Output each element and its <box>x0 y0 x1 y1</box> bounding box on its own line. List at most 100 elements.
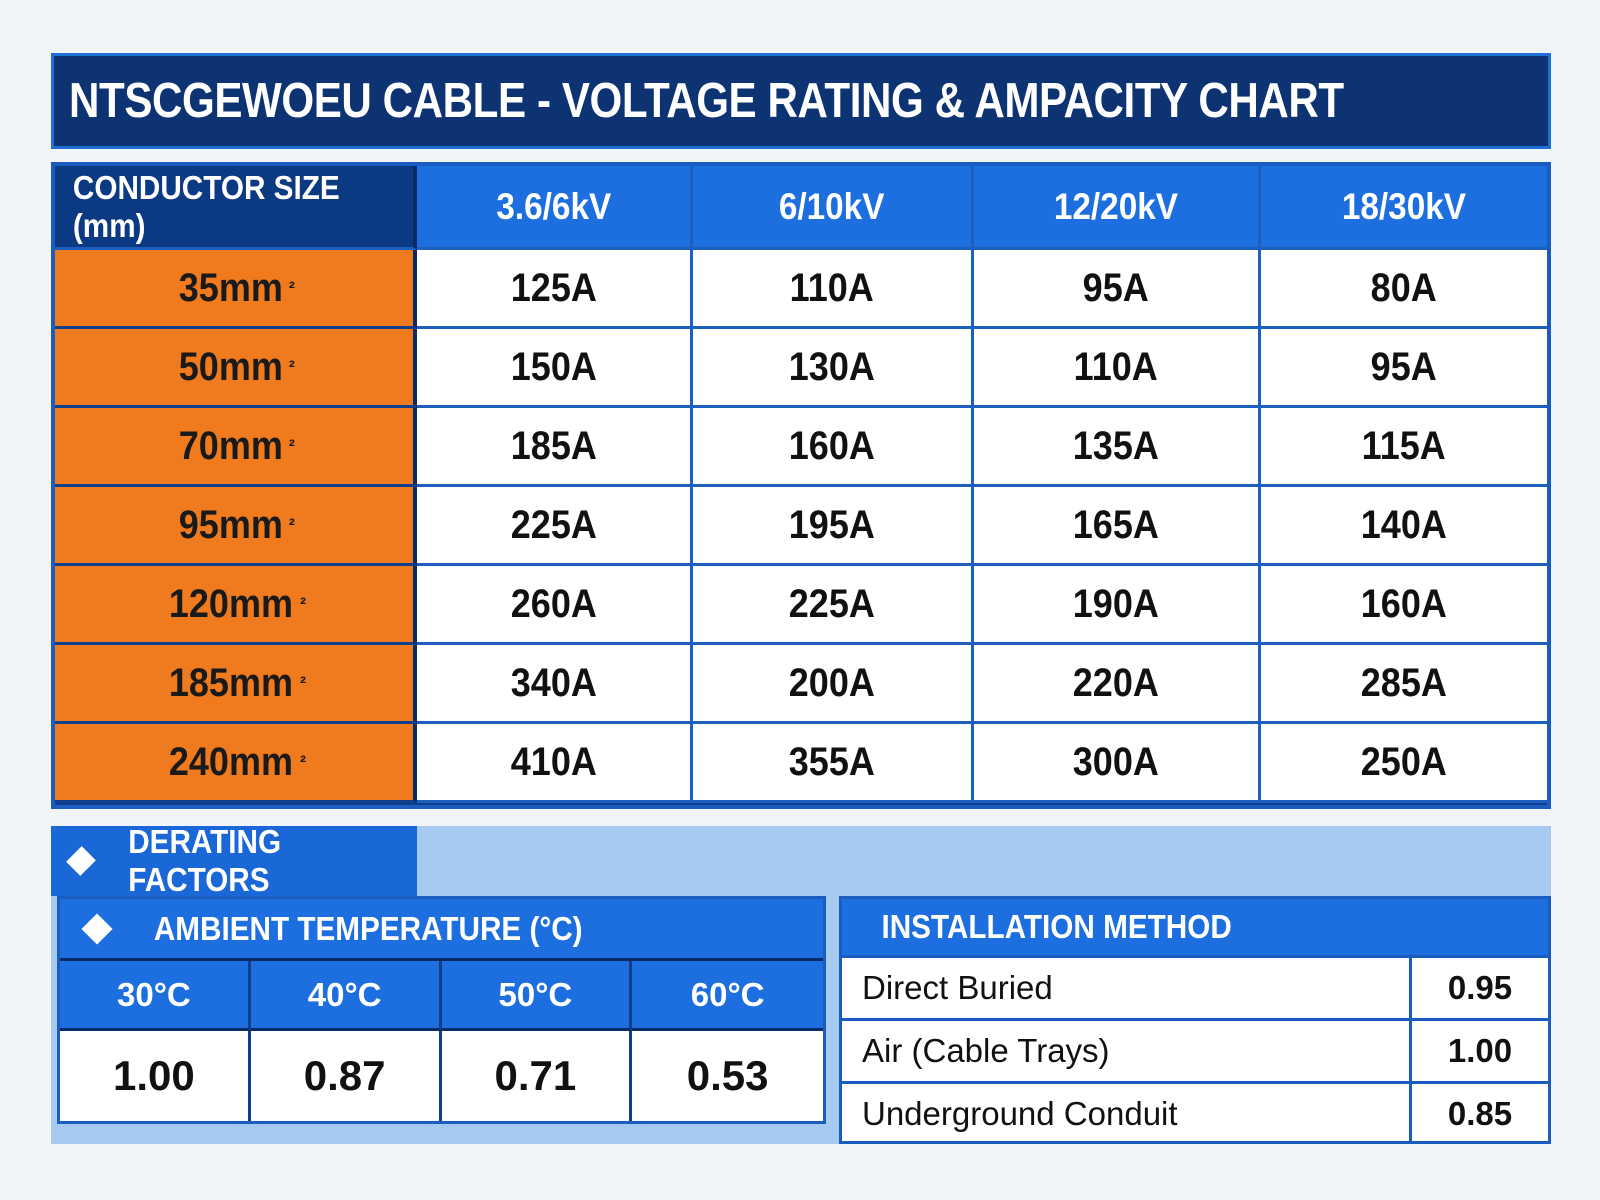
ampacity-value: 80A <box>1370 265 1438 310</box>
installation-method-panel: INSTALLATION METHOD Direct Buried 0.95 A… <box>839 896 1551 1144</box>
ampacity-value: 95A <box>1082 265 1150 310</box>
table-body: 35mm ² 125A 110A 95A 80A 50mm ² 150A 130A 110A 95A 7… <box>55 250 1547 803</box>
ampacity-cell: 115A <box>1261 408 1547 487</box>
table-header-row: CONDUCTOR SIZE (mm) 3.6/6kV 6/10kV 12/20… <box>55 166 1547 250</box>
table-row: 70mm ² 185A 160A 135A 115A <box>55 408 1547 487</box>
ampacity-cell: 160A <box>1261 566 1547 645</box>
ampacity-value: 160A <box>788 423 876 468</box>
conductor-size-cell: 95mm ² <box>55 487 417 566</box>
ampacity-value: 200A <box>788 660 876 705</box>
ampacity-cell: 140A <box>1261 487 1547 566</box>
conductor-size-value: 185mm <box>168 660 294 705</box>
factor-cell: 0.71 <box>441 1031 633 1121</box>
ampacity-value: 185A <box>510 423 597 468</box>
installation-method-name: Underground Conduit <box>842 1084 1412 1144</box>
squared-superscript: ² <box>299 672 306 693</box>
ampacity-cell: 160A <box>693 408 974 487</box>
squared-superscript: ² <box>299 593 306 614</box>
conductor-size-label: CONDUCTOR SIZE (mm) <box>72 168 340 244</box>
ampacity-value: 225A <box>788 581 876 626</box>
factor-cell: 1.00 <box>60 1031 251 1121</box>
installation-row: Direct Buried 0.95 <box>842 955 1548 1018</box>
ampacity-cell: 165A <box>974 487 1261 566</box>
ampacity-cell: 195A <box>693 487 974 566</box>
temperature-cell: 50°C <box>441 961 633 1031</box>
installation-factor: 1.00 <box>1447 1032 1513 1069</box>
squared-superscript: ² <box>288 435 295 456</box>
ampacity-value: 250A <box>1360 739 1448 784</box>
chart-title: NTSCGEWOEU CABLE - VOLTAGE RATING & AMPA… <box>68 74 1344 128</box>
ampacity-cell: 285A <box>1261 645 1547 724</box>
table-row: 185mm ² 340A 200A 220A 285A <box>55 645 1547 724</box>
ambient-temperature-label: AMBIENT TEMPERATURE (°C) <box>153 909 583 947</box>
diamond-icon <box>81 912 113 945</box>
ampacity-value: 340A <box>510 660 597 705</box>
ampacity-value: 300A <box>1072 739 1160 784</box>
conductor-size-cell: 185mm ² <box>55 645 417 724</box>
ampacity-cell: 260A <box>417 566 693 645</box>
column-header-voltage: 18/30kV <box>1261 166 1547 250</box>
title-bar: NTSCGEWOEU CABLE - VOLTAGE RATING & AMPA… <box>51 53 1551 149</box>
column-header-voltage: 3.6/6kV <box>417 166 693 250</box>
ampacity-cell: 95A <box>1261 329 1547 408</box>
ampacity-value: 190A <box>1072 581 1160 626</box>
ampacity-value: 135A <box>1072 423 1160 468</box>
installation-row: Underground Conduit 0.85 <box>842 1081 1548 1144</box>
derating-factors-label: DERATING FACTORS <box>128 823 282 898</box>
ampacity-cell: 150A <box>417 329 693 408</box>
voltage-label: 3.6/6kV <box>496 185 611 227</box>
squared-superscript: ² <box>288 514 295 535</box>
temperature-cell: 60°C <box>632 961 823 1031</box>
installation-method-name: Direct Buried <box>842 958 1412 1018</box>
conductor-size-value: 240mm <box>168 739 294 784</box>
ampacity-cell: 410A <box>417 724 693 803</box>
column-header-conductor-size: CONDUCTOR SIZE (mm) <box>55 166 417 250</box>
ampacity-cell: 300A <box>974 724 1261 803</box>
ampacity-cell: 95A <box>974 250 1261 329</box>
ampacity-value: 260A <box>510 581 597 626</box>
ampacity-cell: 110A <box>693 250 974 329</box>
voltage-label: 12/20kV <box>1053 185 1179 227</box>
ampacity-cell: 110A <box>974 329 1261 408</box>
installation-method-name: Air (Cable Trays) <box>842 1021 1412 1081</box>
ampacity-cell: 200A <box>693 645 974 724</box>
ambient-temperature-panel: AMBIENT TEMPERATURE (°C) 30°C 40°C 50°C … <box>57 896 826 1124</box>
ampacity-table: CONDUCTOR SIZE (mm) 3.6/6kV 6/10kV 12/20… <box>51 162 1551 809</box>
ampacity-cell: 125A <box>417 250 693 329</box>
conductor-size-cell: 120mm ² <box>55 566 417 645</box>
ampacity-cell: 355A <box>693 724 974 803</box>
factor-cell: 0.87 <box>250 1031 442 1121</box>
ambient-factor-row: 1.00 0.87 0.71 0.53 <box>60 1031 823 1121</box>
installation-row: Air (Cable Trays) 1.00 <box>842 1018 1548 1081</box>
conductor-size-cell: 50mm ² <box>55 329 417 408</box>
ampacity-value: 115A <box>1361 423 1447 468</box>
conductor-size-value: 35mm <box>178 265 284 310</box>
ampacity-value: 285A <box>1360 660 1448 705</box>
ampacity-cell: 135A <box>974 408 1261 487</box>
factor-cell: 0.53 <box>632 1031 823 1121</box>
ampacity-value: 355A <box>788 739 876 784</box>
voltage-label: 18/30kV <box>1341 185 1467 227</box>
ampacity-cell: 130A <box>693 329 974 408</box>
table-row: 95mm ² 225A 195A 165A 140A <box>55 487 1547 566</box>
ampacity-cell: 80A <box>1261 250 1547 329</box>
temperature-cell: 30°C <box>60 961 251 1031</box>
ampacity-value: 125A <box>510 265 597 310</box>
ampacity-cell: 185A <box>417 408 693 487</box>
installation-factor: 0.85 <box>1447 1095 1513 1132</box>
ambient-temperature-header: AMBIENT TEMPERATURE (°C) <box>60 899 823 961</box>
ampacity-value: 410A <box>510 739 597 784</box>
ampacity-value: 130A <box>788 344 876 389</box>
derating-factors-tab: DERATING FACTORS <box>51 823 417 898</box>
installation-method-label: INSTALLATION METHOD <box>881 908 1232 945</box>
ampacity-value: 95A <box>1370 344 1438 389</box>
table-row: 120mm ² 260A 225A 190A 160A <box>55 566 1547 645</box>
column-header-voltage: 6/10kV <box>693 166 974 250</box>
ampacity-cell: 225A <box>417 487 693 566</box>
temperature-cell: 40°C <box>250 961 442 1031</box>
ampacity-value: 160A <box>1360 581 1448 626</box>
conductor-size-cell: 70mm ² <box>55 408 417 487</box>
ampacity-cell: 220A <box>974 645 1261 724</box>
conductor-size-value: 50mm <box>178 344 284 389</box>
ambient-temperature-row: 30°C 40°C 50°C 60°C <box>60 961 823 1031</box>
